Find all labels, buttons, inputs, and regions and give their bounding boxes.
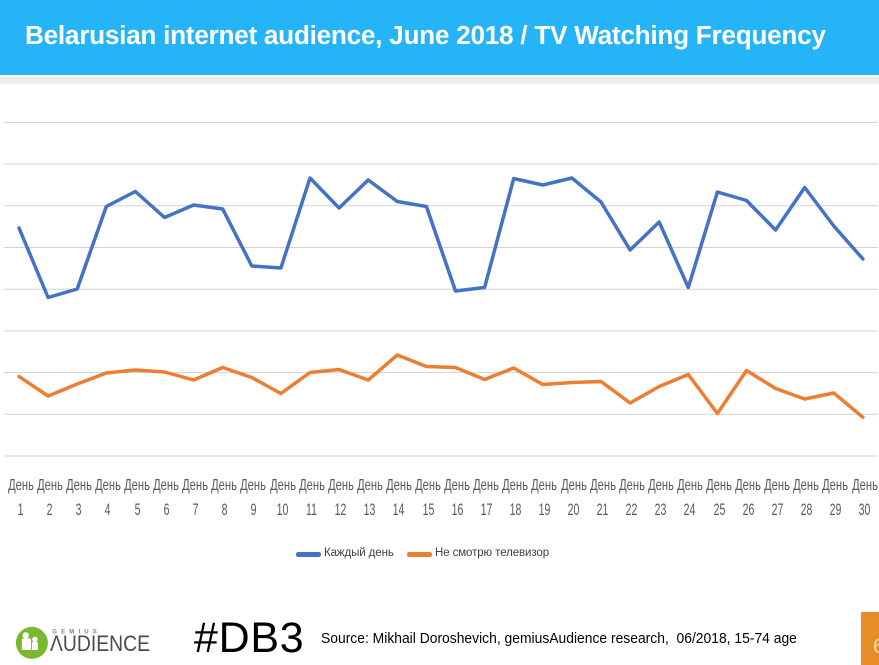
svg-text:ΛUDIENCE: ΛUDIENCE xyxy=(50,631,150,656)
